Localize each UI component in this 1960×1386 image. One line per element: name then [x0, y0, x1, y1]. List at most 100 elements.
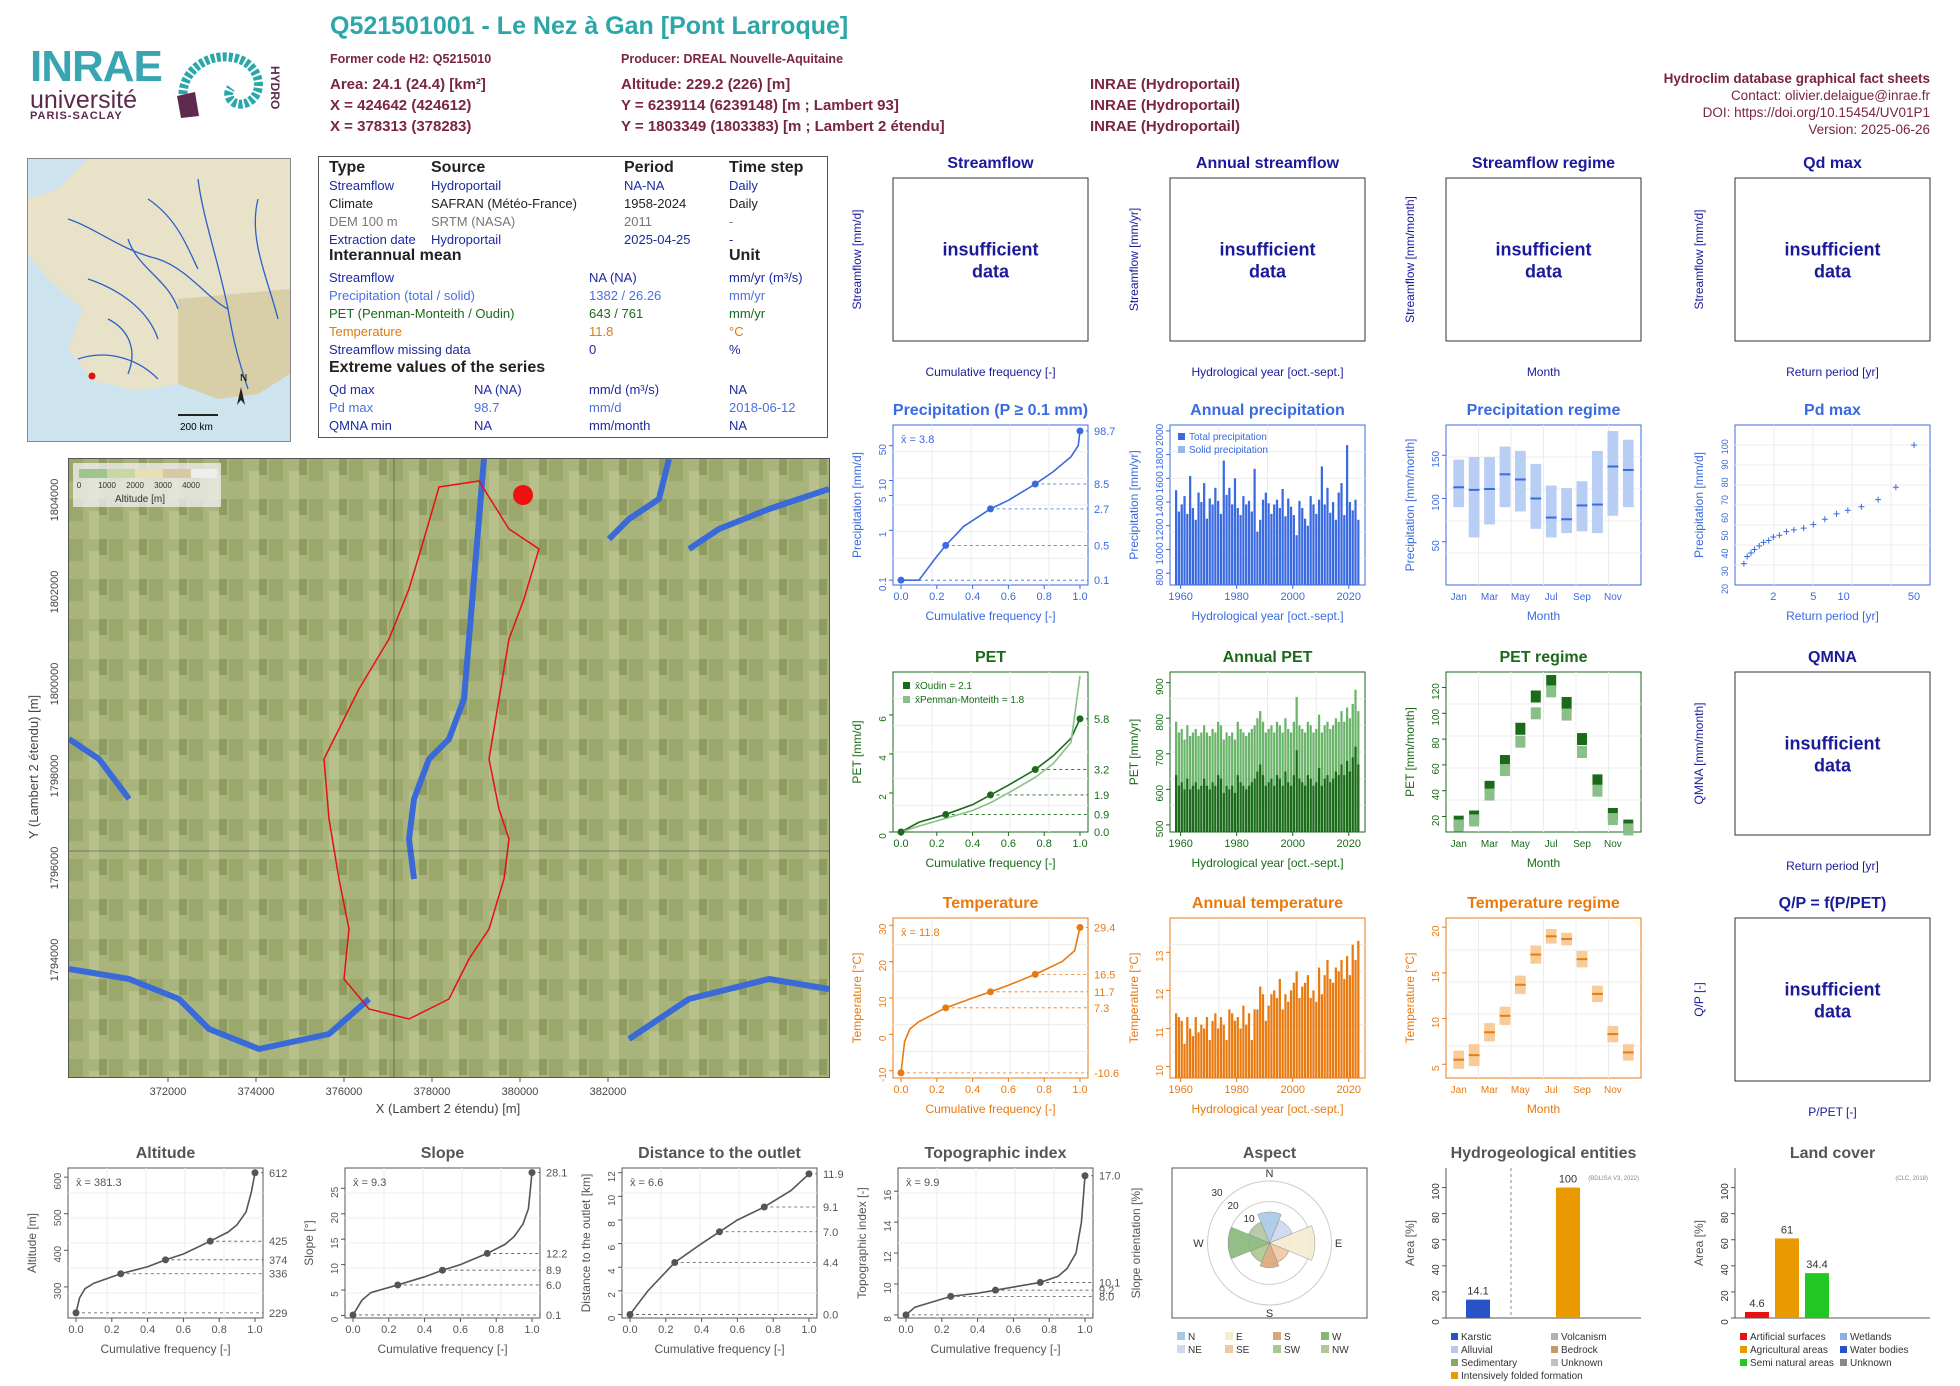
y-axis-label: Altitude [m]: [25, 1213, 39, 1273]
cardinal-label: S: [1266, 1308, 1273, 1320]
data-point: [1875, 496, 1882, 503]
x-axis-label: Return period [yr]: [1786, 859, 1879, 873]
quantile-box: [1622, 439, 1634, 508]
legend-swatch: [903, 696, 910, 703]
quantile-box: [1530, 463, 1542, 529]
legend-label: Agricultural areas: [1750, 1345, 1828, 1356]
bar: [1245, 1024, 1248, 1078]
legend-label: Karstic: [1461, 1332, 1492, 1343]
mean-name-cell: Streamflow missing data: [329, 342, 471, 357]
y-tick-label: 40: [1720, 548, 1730, 558]
north-label: N: [240, 373, 247, 384]
bar: [1203, 725, 1206, 832]
extreme-unit-cell: mm/d: [589, 400, 622, 415]
bar: [1247, 732, 1251, 832]
mean-annotation: x̄ = 6.6: [630, 1177, 663, 1189]
x-tick-label: Sep: [1573, 839, 1591, 850]
bar: [1275, 499, 1279, 585]
oudin-marker: [1499, 755, 1510, 768]
legend-swatch: [1451, 1346, 1458, 1353]
bar-value-label: 34.4: [1806, 1259, 1827, 1271]
type-cell: Streamflow: [329, 178, 395, 193]
bar: [1197, 736, 1200, 832]
quantile-point: [251, 1169, 259, 1177]
bar: [1303, 982, 1307, 1078]
bar: [1309, 778, 1312, 832]
x-tick-label: 0.2: [929, 1084, 944, 1096]
bar: [1208, 789, 1211, 832]
doi[interactable]: DOI: https://doi.org/10.15454/UV01P1: [1702, 105, 1930, 120]
bar: [1466, 1299, 1490, 1318]
bar: [1331, 982, 1335, 1078]
bar: [1186, 725, 1189, 832]
y-tick-label: 500: [53, 1209, 64, 1226]
bar: [1186, 778, 1189, 832]
paris-saclay-logo: PARIS-SACLAY: [30, 110, 123, 122]
legend-swatch: [1321, 1345, 1329, 1353]
legend-label: Sedimentary: [1461, 1358, 1517, 1369]
bar: [1317, 499, 1321, 585]
station-info-table: Type Source Period Time step Streamflow H…: [318, 156, 828, 438]
legend-label: Water bodies: [1850, 1345, 1909, 1356]
x-axis-label: Month: [1527, 365, 1560, 379]
oudin-marker: [1561, 696, 1572, 709]
source-3: INRAE (Hydroportail): [1090, 118, 1240, 135]
aspect-sector: [1257, 1211, 1282, 1244]
x-tick-label: 5: [1810, 591, 1816, 603]
y-tick-label: 1794000: [49, 939, 61, 982]
bar: [1183, 789, 1186, 832]
bar: [1357, 764, 1360, 832]
map-legend-title: Altitude [m]: [115, 494, 165, 505]
legend-label: E: [1236, 1332, 1243, 1343]
bar: [1292, 775, 1295, 832]
y-axis-label: Slope [°]: [302, 1220, 316, 1266]
quantile-point: [1076, 923, 1084, 931]
quantile-label: 336: [269, 1269, 287, 1281]
bar: [1183, 1043, 1186, 1078]
type-cell: Climate: [329, 196, 374, 211]
bar: [1323, 778, 1326, 832]
bar: [1205, 785, 1209, 832]
bar: [1228, 736, 1231, 832]
y-tick-label: -10: [878, 1067, 889, 1082]
quantile-point: [671, 1258, 679, 1266]
period-cell: 2011: [624, 214, 652, 229]
quantile-point: [162, 1256, 169, 1264]
x-tick-label: Sep: [1573, 1085, 1591, 1096]
source-1: INRAE (Hydroportail): [1090, 76, 1240, 93]
y-tick-label: 400: [53, 1246, 64, 1263]
bar: [1287, 782, 1290, 832]
legend-swatch: [1451, 1333, 1458, 1340]
map-legend-tick: 3000: [154, 481, 172, 490]
insufficient-data-label: data: [1814, 1002, 1852, 1022]
quantile-label: 0.1: [1094, 575, 1109, 587]
legend-label: S: [1284, 1332, 1291, 1343]
bar: [1312, 504, 1315, 585]
bar: [1239, 728, 1242, 832]
aspect-sector: [1227, 1226, 1271, 1260]
bar-value-label: 61: [1781, 1224, 1793, 1236]
x-tick-label: 0.2: [381, 1324, 396, 1336]
legend-swatch: [1178, 446, 1185, 453]
x-tick-label: 0.4: [965, 591, 980, 603]
bar: [1303, 732, 1307, 832]
x-tick-label: 1960: [1168, 838, 1192, 850]
bar: [1284, 771, 1287, 832]
bar: [1289, 506, 1293, 585]
bar: [1205, 1017, 1209, 1078]
y-tick-label: 700: [1155, 749, 1166, 766]
x-axis-label: Cumulative frequency [-]: [930, 1342, 1060, 1356]
chart-title: Streamflow regime: [1472, 155, 1615, 172]
legend-swatch: [1551, 1333, 1558, 1340]
y-tick-label: 6: [878, 716, 889, 722]
legend-label: x̄Penman-Monteith = 1.8: [915, 695, 1025, 706]
x-tick-label: 0.6: [1001, 838, 1016, 850]
bar: [1323, 504, 1326, 585]
bar: [1354, 746, 1357, 832]
bar: [1219, 778, 1223, 832]
chart-title: Slope: [421, 1145, 465, 1162]
watershed-map: Altitude [m] 0 1000 2000 3000 4000: [68, 458, 830, 1078]
y-axis-label: Precipitation [mm/d]: [850, 452, 864, 558]
bar: [1222, 792, 1225, 832]
legend-swatch: [1740, 1346, 1747, 1353]
